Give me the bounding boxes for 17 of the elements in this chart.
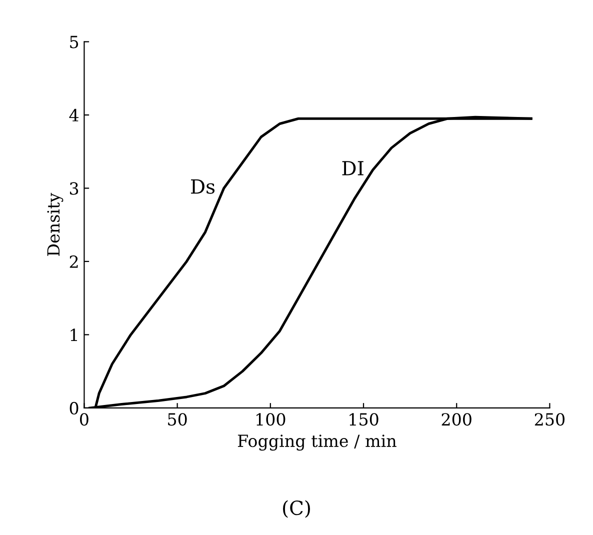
y-tick-label: 1 <box>70 328 77 342</box>
series-label: DI <box>342 161 364 176</box>
x-tick-label: 250 <box>534 413 565 426</box>
series-label: Ds <box>191 179 215 194</box>
x-tick-label: 0 <box>80 413 88 426</box>
y-tick-label: 4 <box>69 108 79 122</box>
x-tick-label: 50 <box>168 413 187 426</box>
x-axis-title: Fogging time / min <box>238 434 396 451</box>
text: (C) <box>283 500 310 518</box>
y-tick-label: 3 <box>70 182 78 195</box>
y-tick-label: 5 <box>70 36 78 48</box>
y-tick-label: 0 <box>70 402 78 415</box>
y-tick-label: 2 <box>70 255 78 268</box>
x-tick-label: 200 <box>442 413 472 426</box>
x-tick-label: 150 <box>350 413 378 426</box>
y-axis-title: Density <box>47 192 64 256</box>
x-tick-label: 100 <box>256 413 286 426</box>
